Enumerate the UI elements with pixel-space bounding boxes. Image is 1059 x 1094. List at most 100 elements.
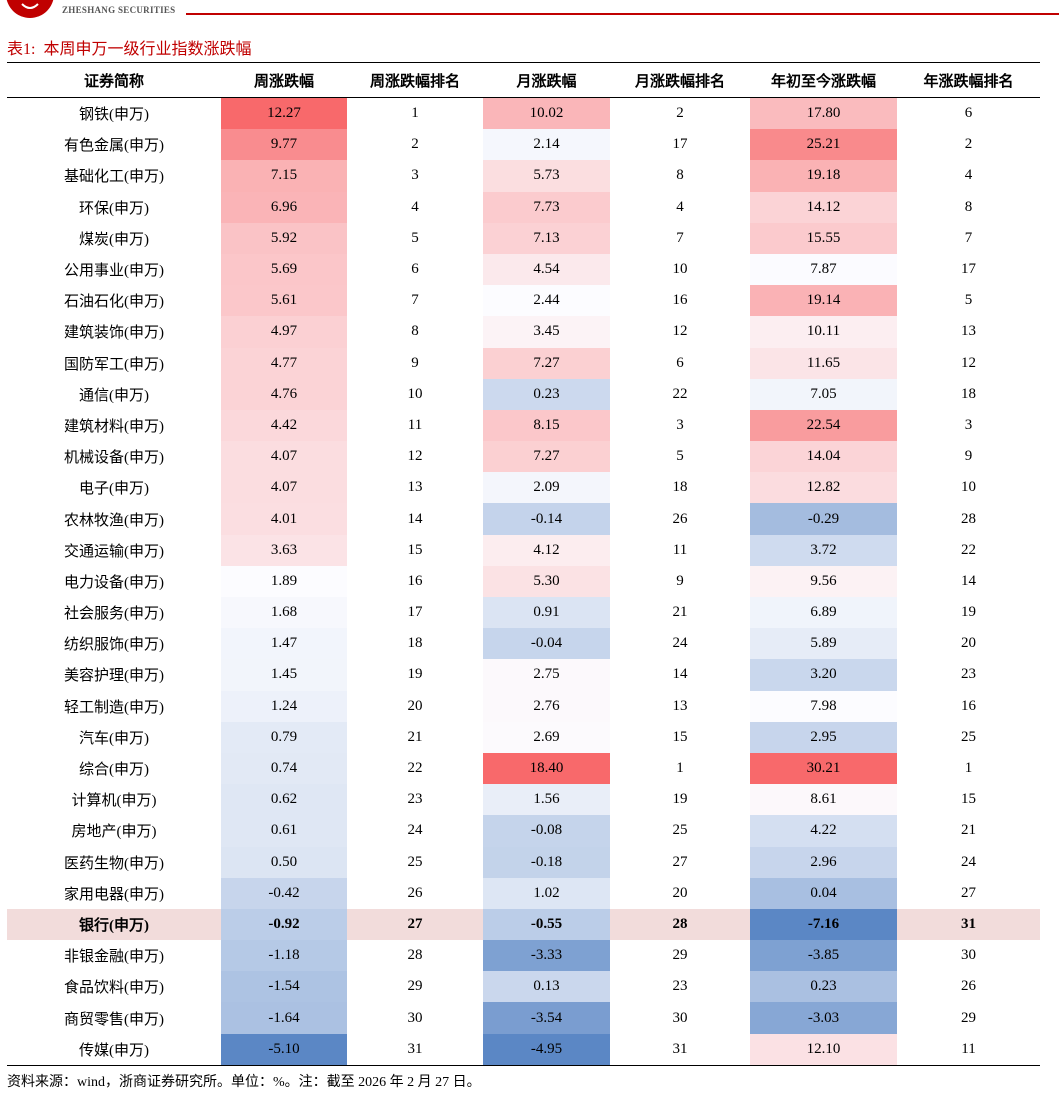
table-row: 非银金融(申万) -1.18 28 -3.33 29 -3.85 30 — [7, 940, 1040, 972]
change-cell: 0.04 — [750, 877, 897, 909]
rank-cell: 8 — [411, 323, 419, 340]
rank-cell: 4 — [964, 167, 973, 184]
change-cell: 2.95 — [750, 721, 897, 753]
change-cell: 2.76 — [483, 690, 610, 722]
rank-cell: 31 — [961, 915, 976, 932]
industry-name: 轻工制造(申万) — [64, 699, 164, 716]
change-cell: 4.07 — [221, 441, 347, 473]
industry-name: 美容护理(申万) — [64, 668, 164, 685]
rank-cell: 11 — [407, 416, 423, 433]
rank-cell: 21 — [407, 728, 423, 745]
change-cell: 1.02 — [483, 877, 610, 909]
industry-name: 医药生物(申万) — [64, 855, 164, 872]
column-header: 月涨跌幅 — [483, 62, 610, 98]
change-cell: 5.89 — [750, 628, 897, 660]
industry-name: 房地产(申万) — [71, 824, 157, 841]
change-cell: -3.33 — [483, 940, 610, 972]
change-cell: 4.42 — [221, 409, 347, 442]
rank-cell: 4 — [676, 198, 684, 215]
change-cell: 12.27 — [221, 97, 347, 130]
change-cell: 1.56 — [483, 784, 610, 816]
change-cell: -0.29 — [750, 503, 897, 535]
rank-cell: 12 — [961, 354, 976, 371]
change-cell: 0.91 — [483, 597, 610, 629]
table-row: 钢铁(申万) 12.27 1 10.02 2 17.80 6 — [7, 97, 1040, 130]
logo-mark — [21, 3, 39, 9]
change-cell: 17.80 — [750, 97, 897, 130]
rank-cell: 2 — [964, 136, 973, 153]
rank-cell: 28 — [407, 947, 423, 964]
table-row: 国防军工(申万) 4.77 9 7.27 6 11.65 12 — [7, 347, 1040, 379]
rank-cell: 29 — [407, 978, 423, 995]
change-cell: 4.77 — [221, 347, 347, 379]
table-row: 建筑材料(申万) 4.42 11 8.15 3 22.54 3 — [7, 409, 1040, 442]
industry-name: 商贸零售(申万) — [64, 1011, 164, 1028]
rank-cell: 1 — [964, 760, 973, 777]
change-cell: -4.95 — [483, 1033, 610, 1066]
rank-cell: 22 — [672, 385, 688, 402]
industry-name: 公用事业(申万) — [64, 263, 164, 280]
column-header: 月涨跌幅排名 — [610, 62, 750, 98]
rank-cell: 17 — [961, 261, 976, 278]
change-cell: 0.79 — [221, 721, 347, 753]
industry-name: 交通运输(申万) — [64, 543, 164, 560]
change-cell: 2.96 — [750, 846, 897, 878]
change-cell: 6.89 — [750, 597, 897, 629]
table-row: 交通运输(申万) 3.63 15 4.12 11 3.72 22 — [7, 534, 1040, 566]
rank-cell: 11 — [672, 541, 688, 558]
change-cell: -1.54 — [221, 971, 347, 1003]
industry-name: 建筑材料(申万) — [64, 418, 164, 435]
rank-cell: 26 — [407, 884, 423, 901]
rank-cell: 16 — [672, 292, 688, 309]
rank-cell: 10 — [407, 385, 423, 402]
change-cell: 1.68 — [221, 597, 347, 629]
industry-name: 传媒(申万) — [7, 1033, 221, 1066]
change-cell: -0.14 — [483, 503, 610, 535]
change-cell: 14.04 — [750, 441, 897, 473]
rank-cell: 29 — [961, 1009, 976, 1026]
change-cell: -0.08 — [483, 815, 610, 847]
industry-name: 通信(申万) — [79, 387, 149, 404]
rank-cell: 4 — [411, 198, 419, 215]
change-cell: 5.30 — [483, 565, 610, 597]
column-header: 年涨跌幅排名 — [897, 62, 1040, 98]
change-cell: 3.45 — [483, 316, 610, 348]
rank-cell: 5 — [676, 448, 684, 465]
industry-name: 电力设备(申万) — [64, 574, 164, 591]
rank-cell: 28 — [672, 915, 688, 932]
rank-cell: 24 — [961, 853, 976, 870]
change-cell: 0.23 — [483, 378, 610, 410]
change-cell: 5.61 — [221, 285, 347, 317]
rank-cell: 26 — [672, 510, 688, 527]
rank-cell: 8 — [964, 198, 973, 215]
table-row: 电力设备(申万) 1.89 16 5.30 9 9.56 14 — [7, 565, 1040, 597]
source-note: 资料来源：wind，浙商证券研究所。单位：%。注：截至 2026 年 2 月 2… — [7, 1075, 481, 1090]
rank-cell: 24 — [672, 635, 688, 652]
table-row: 商贸零售(申万) -1.64 30 -3.54 30 -3.03 29 — [7, 1002, 1040, 1034]
industry-name: 银行(申万) — [79, 917, 149, 934]
rank-cell: 31 — [610, 1033, 750, 1066]
table-row: 汽车(申万) 0.79 21 2.69 15 2.95 25 — [7, 721, 1040, 753]
change-cell: 3.20 — [750, 659, 897, 691]
rank-cell: 7 — [411, 292, 419, 309]
rank-cell: 17 — [407, 604, 423, 621]
rank-cell: 23 — [672, 978, 688, 995]
change-cell: -0.18 — [483, 846, 610, 878]
rank-cell: 2 — [411, 136, 419, 153]
change-cell: 12.10 — [750, 1033, 897, 1066]
industry-name: 汽车(申万) — [79, 730, 149, 747]
change-cell: 11.65 — [750, 347, 897, 379]
table-title: 表1: 本周申万一级行业指数涨跌幅 — [7, 41, 252, 58]
change-cell: 4.54 — [483, 253, 610, 286]
change-cell: 19.14 — [750, 285, 897, 317]
change-cell: 4.07 — [221, 472, 347, 504]
change-cell: 4.76 — [221, 378, 347, 410]
rank-cell: 24 — [407, 822, 423, 839]
rank-cell: 25 — [961, 728, 976, 745]
change-cell: 1.24 — [221, 690, 347, 722]
rank-cell: 3 — [964, 416, 973, 433]
change-cell: 2.09 — [483, 472, 610, 504]
change-cell: 4.22 — [750, 815, 897, 847]
table-row: 房地产(申万) 0.61 24 -0.08 25 4.22 21 — [7, 815, 1040, 847]
rank-cell: 5 — [964, 292, 973, 309]
